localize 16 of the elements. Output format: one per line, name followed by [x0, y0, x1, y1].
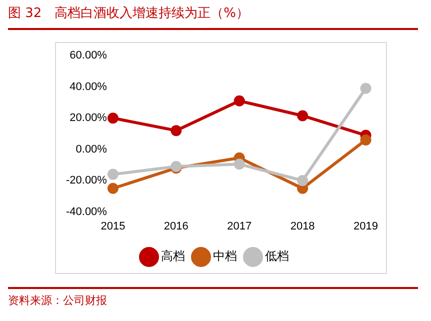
- legend-label: 高档: [161, 249, 185, 264]
- y-tick-label: 20.00%: [70, 112, 108, 124]
- y-tick-label: -40.00%: [66, 206, 108, 218]
- x-tick-label: 2018: [290, 220, 315, 232]
- text: 资料来源：公司财报: [8, 287, 418, 308]
- x-tick-label: 2016: [164, 220, 188, 232]
- chart-title: 图 32 高档白酒收入增速持续为正（%）: [8, 4, 418, 30]
- x-tick-label: 2017: [227, 220, 252, 232]
- y-tick-label: 40.00%: [70, 80, 108, 93]
- x-tick-label: 2019: [354, 220, 378, 232]
- legend-label: 低档: [265, 249, 289, 264]
- y-tick-label: 0.00%: [76, 143, 108, 156]
- y-tick-label: 60.00%: [70, 50, 108, 62]
- y-tick-label: -20.00%: [66, 174, 108, 187]
- x-tick-label: 2015: [100, 220, 126, 232]
- legend-label: 中档: [213, 249, 237, 264]
